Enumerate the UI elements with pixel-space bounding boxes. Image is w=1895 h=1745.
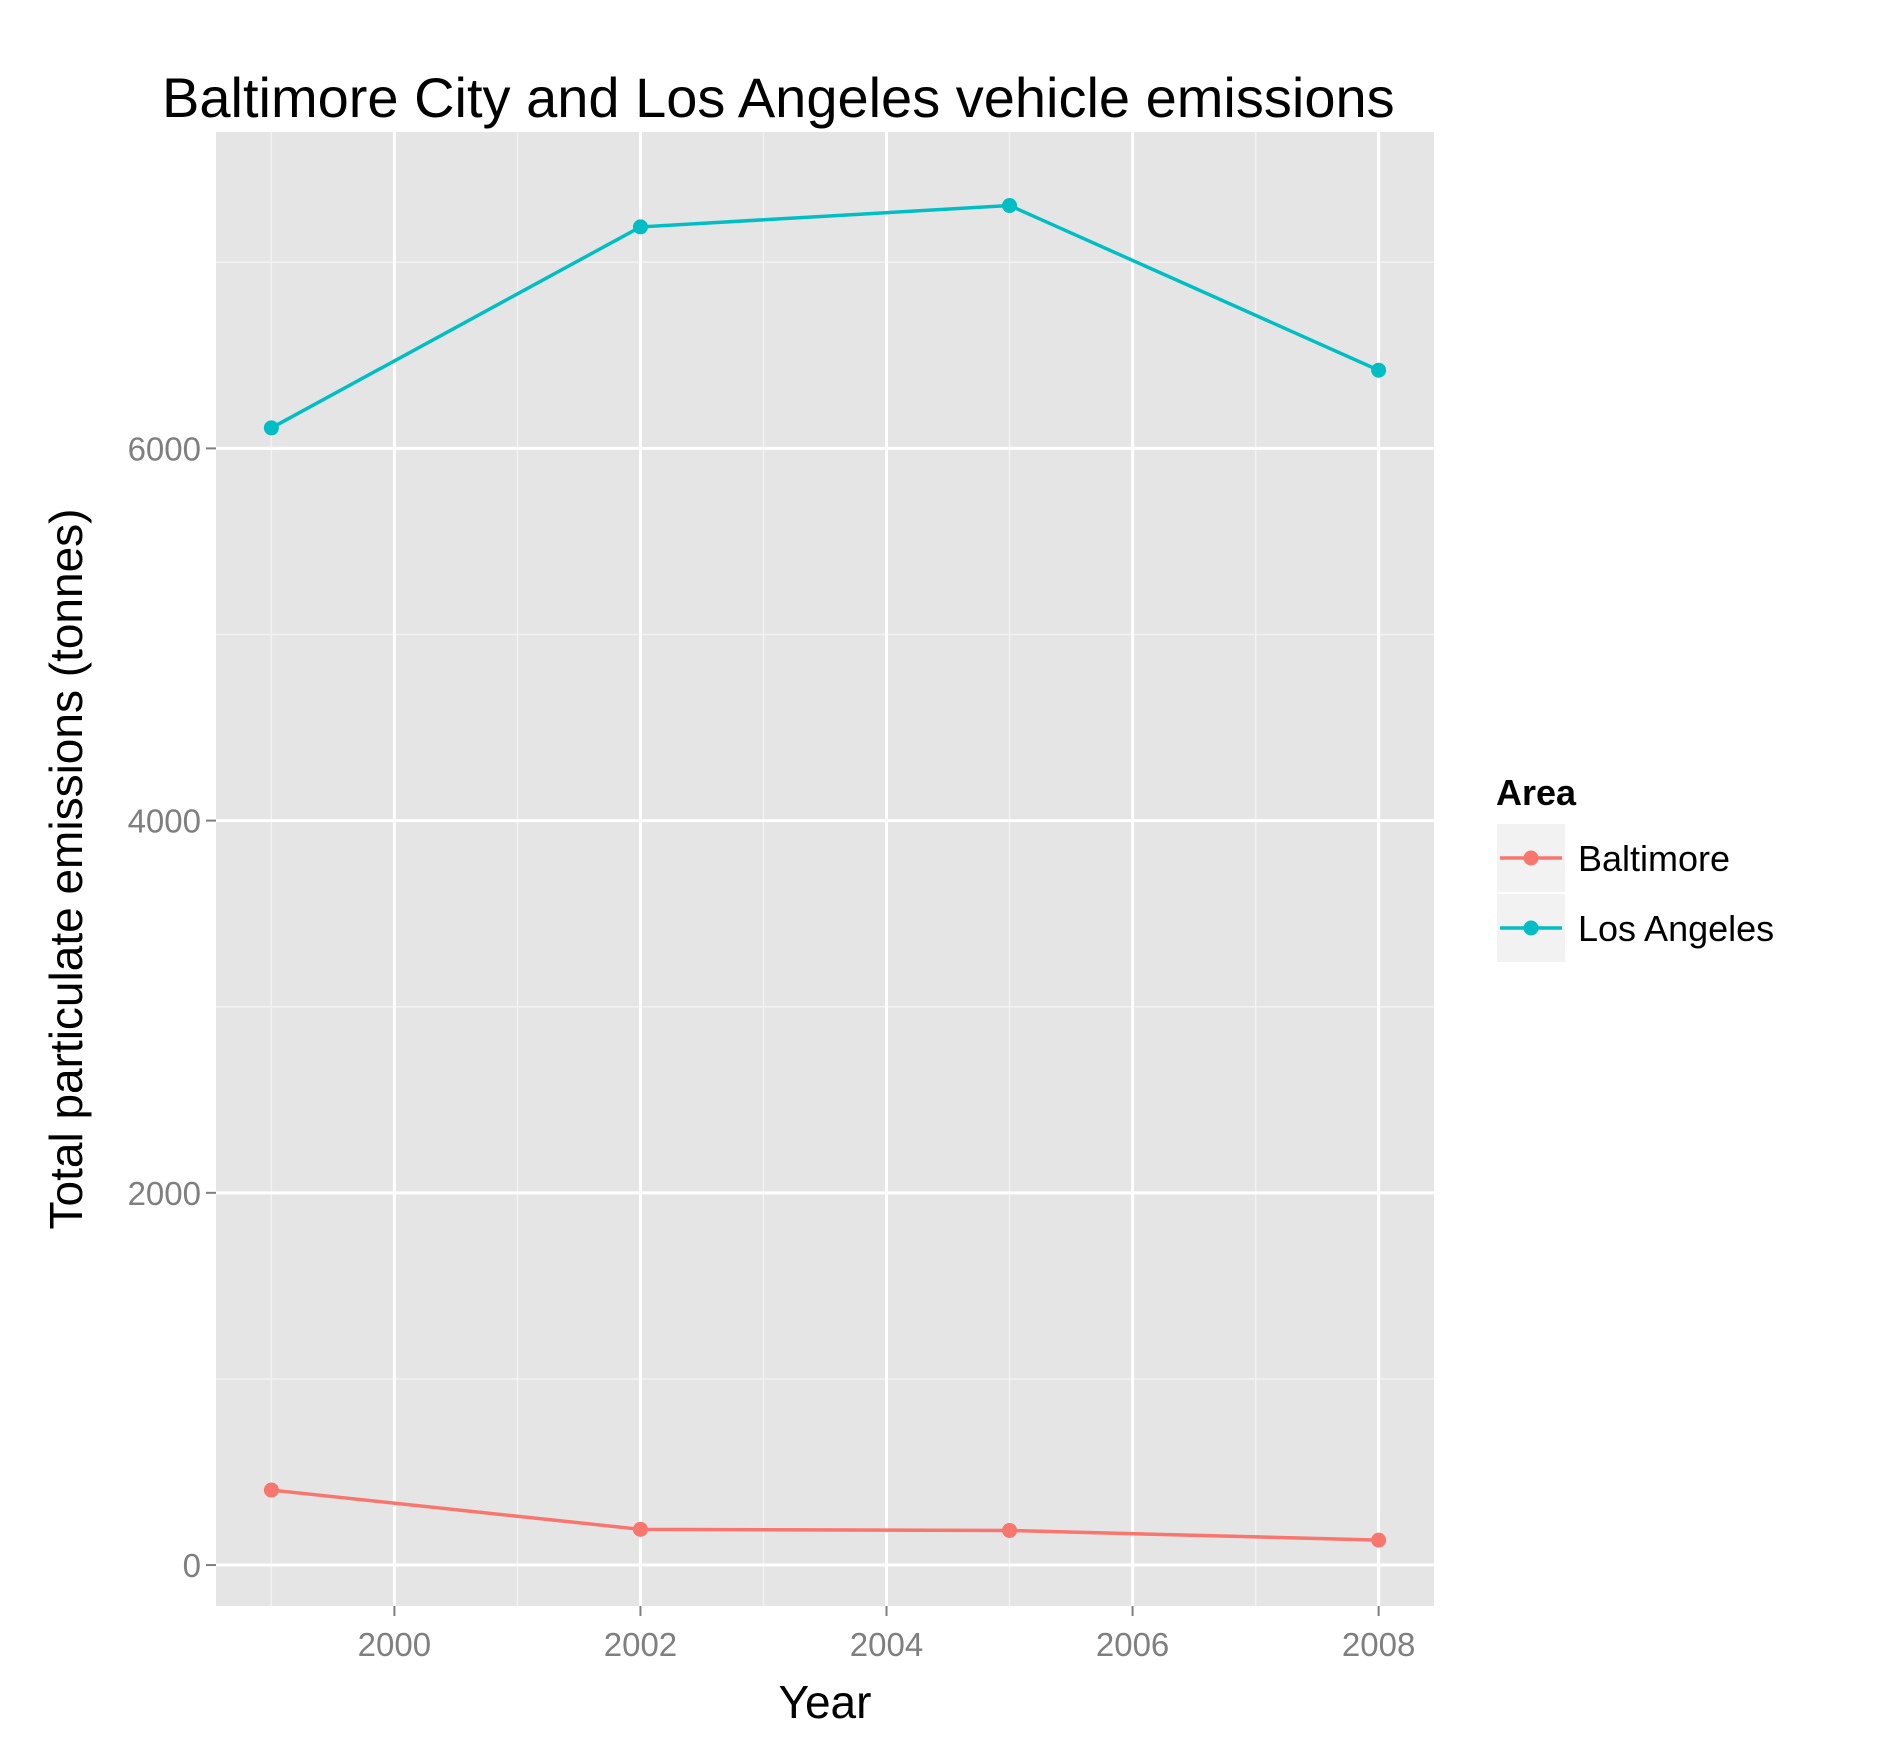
x-axis-ticks: 2000 2002 2004 2006 2008 bbox=[358, 1606, 1415, 1663]
x-axis-title: Year bbox=[779, 1676, 872, 1728]
y-tick-label: 6000 bbox=[128, 430, 201, 467]
data-point-los-angeles bbox=[632, 219, 648, 235]
legend-item-los-angeles: Los Angeles bbox=[1495, 892, 1774, 964]
data-point-los-angeles bbox=[1002, 198, 1018, 214]
x-tick-label: 2006 bbox=[1096, 1626, 1169, 1663]
legend-key-point bbox=[1523, 850, 1539, 866]
data-point-baltimore bbox=[632, 1521, 648, 1537]
y-tick-label: 0 bbox=[183, 1547, 201, 1584]
y-tick-label: 4000 bbox=[128, 803, 201, 840]
x-tick-label: 2008 bbox=[1342, 1626, 1415, 1663]
x-tick-label: 2004 bbox=[850, 1626, 923, 1663]
data-point-los-angeles bbox=[1371, 362, 1387, 378]
legend-label-los-angeles: Los Angeles bbox=[1578, 908, 1774, 949]
legend-title: Area bbox=[1496, 772, 1577, 813]
chart-title: Baltimore City and Los Angeles vehicle e… bbox=[162, 66, 1395, 129]
y-axis-title: Total particulate emissions (tonnes) bbox=[40, 509, 92, 1230]
data-point-los-angeles bbox=[263, 420, 279, 436]
series-line-los-angeles bbox=[270, 203, 1380, 430]
y-tick-label: 2000 bbox=[128, 1175, 201, 1212]
major-gridlines bbox=[216, 132, 1434, 1606]
legend-label-baltimore: Baltimore bbox=[1578, 838, 1730, 879]
x-tick-label: 2000 bbox=[358, 1626, 431, 1663]
x-tick-label: 2002 bbox=[604, 1626, 677, 1663]
data-point-baltimore bbox=[263, 1482, 279, 1498]
series-baltimore bbox=[263, 1482, 1387, 1548]
data-point-baltimore bbox=[1371, 1532, 1387, 1548]
series-line-baltimore bbox=[271, 1488, 1379, 1542]
series-los-angeles bbox=[263, 198, 1387, 436]
legend: Area Baltimore Los Angeles bbox=[1495, 772, 1774, 964]
legend-item-baltimore: Baltimore bbox=[1495, 822, 1730, 894]
data-point-baltimore bbox=[1002, 1522, 1018, 1538]
series-layer bbox=[263, 198, 1387, 1548]
y-axis-ticks: 0 2000 4000 6000 bbox=[128, 430, 216, 1584]
plot-panel bbox=[216, 132, 1434, 1606]
legend-items: Baltimore Los Angeles bbox=[1495, 822, 1774, 964]
minor-gridlines bbox=[216, 132, 1434, 1606]
legend-key-point bbox=[1523, 920, 1539, 936]
